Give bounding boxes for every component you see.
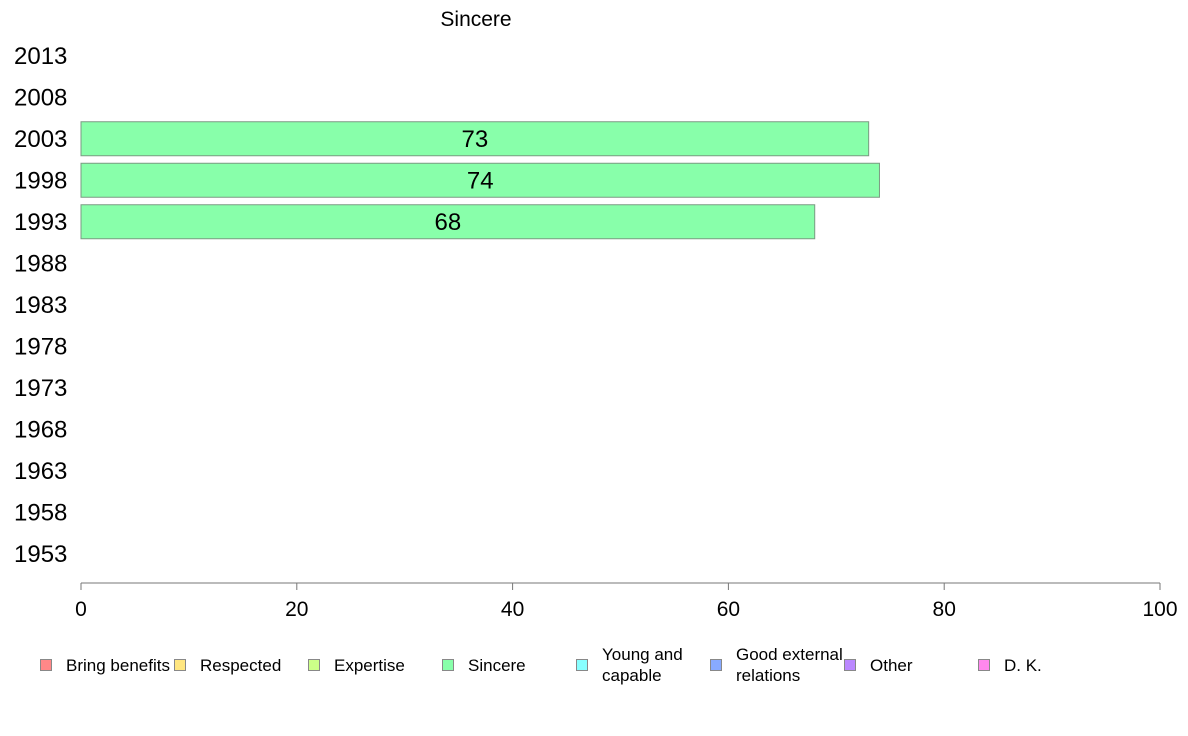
legend-label: D. K. xyxy=(1004,655,1042,675)
legend-swatch xyxy=(978,659,990,671)
legend-item: Bring benefits xyxy=(40,630,176,700)
y-tick-label: 1978 xyxy=(14,333,67,360)
x-tick-label: 20 xyxy=(285,598,308,620)
legend-label: Good external relations xyxy=(736,645,843,685)
y-tick-label: 2008 xyxy=(14,84,67,111)
legend-item: Other xyxy=(844,630,980,700)
legend-item: Young and capable xyxy=(576,630,712,700)
y-tick-label: 1983 xyxy=(14,292,67,319)
legend: Bring benefits Respected Expertise Sincere Y… xyxy=(0,630,1188,700)
y-tick-label: 1958 xyxy=(14,499,67,526)
bar xyxy=(80,121,870,157)
y-tick-label: 1973 xyxy=(14,375,67,402)
y-tick-label: 1953 xyxy=(14,541,67,568)
x-tick-label: 100 xyxy=(1142,598,1177,620)
legend-swatch xyxy=(174,659,186,671)
legend-item: Expertise xyxy=(308,630,444,700)
legend-label: Expertise xyxy=(334,655,405,675)
legend-label: Sincere xyxy=(468,655,526,675)
x-tick-label: 0 xyxy=(75,598,87,620)
bar xyxy=(80,204,816,240)
y-tick-label: 1963 xyxy=(14,458,67,485)
legend-swatch xyxy=(308,659,320,671)
legend-swatch xyxy=(710,659,722,671)
legend-label: Bring benefits xyxy=(66,655,170,675)
bar-value-label: 73 xyxy=(461,126,488,153)
y-tick-label: 2013 xyxy=(14,43,67,70)
x-axis: 0 20 40 60 80 100 xyxy=(75,582,1178,621)
y-tick-label: 2003 xyxy=(14,126,67,153)
bar-value-label: 74 xyxy=(467,167,494,194)
legend-item: Respected xyxy=(174,630,310,700)
x-tick-label: 60 xyxy=(717,598,740,620)
legend-item: D. K. xyxy=(978,630,1114,700)
legend-swatch xyxy=(442,659,454,671)
legend-label: Respected xyxy=(200,655,282,675)
legend-item: Sincere xyxy=(442,630,578,700)
y-tick-labels: 2013 2008 2003 1998 1993 1988 1983 1978 1973 1968… xyxy=(14,43,67,568)
y-tick-label: 1993 xyxy=(14,209,67,236)
legend-swatch xyxy=(40,659,52,671)
chart-title: Sincere xyxy=(440,8,511,31)
x-tick-label: 40 xyxy=(501,598,524,620)
legend-swatch xyxy=(844,659,856,671)
legend-swatch xyxy=(576,659,588,671)
y-tick-label: 1998 xyxy=(14,167,67,194)
y-tick-label: 1968 xyxy=(14,416,67,443)
y-tick-label: 1988 xyxy=(14,250,67,277)
bar-value-label: 68 xyxy=(435,209,462,236)
x-tick-label: 80 xyxy=(933,598,956,620)
legend-item: Good external relations xyxy=(710,630,846,700)
bar xyxy=(80,162,880,198)
legend-label: Other xyxy=(870,655,913,675)
legend-label: Young and capable xyxy=(602,645,683,685)
